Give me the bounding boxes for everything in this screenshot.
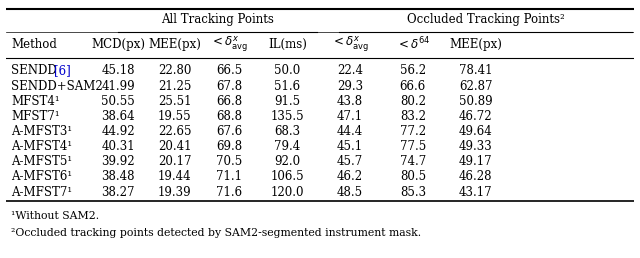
Text: MFST4¹: MFST4¹ bbox=[12, 95, 60, 108]
Text: 49.17: 49.17 bbox=[459, 155, 492, 168]
Text: 68.3: 68.3 bbox=[275, 125, 300, 138]
Text: 56.2: 56.2 bbox=[400, 64, 426, 77]
Text: All Tracking Points: All Tracking Points bbox=[161, 13, 274, 26]
Text: 45.18: 45.18 bbox=[101, 64, 135, 77]
Text: 20.17: 20.17 bbox=[157, 155, 191, 168]
Text: 22.4: 22.4 bbox=[337, 64, 363, 77]
Text: 45.7: 45.7 bbox=[337, 155, 364, 168]
Text: A-MFST4¹: A-MFST4¹ bbox=[12, 140, 72, 153]
Text: 20.41: 20.41 bbox=[157, 140, 191, 153]
Text: MCD(px): MCD(px) bbox=[91, 37, 145, 51]
Text: Method: Method bbox=[12, 37, 58, 51]
Text: 29.3: 29.3 bbox=[337, 80, 363, 93]
Text: A-MFST6¹: A-MFST6¹ bbox=[12, 170, 72, 183]
Text: 43.17: 43.17 bbox=[459, 186, 492, 198]
Text: 41.99: 41.99 bbox=[101, 80, 135, 93]
Text: 70.5: 70.5 bbox=[216, 155, 242, 168]
Text: 49.64: 49.64 bbox=[459, 125, 492, 138]
Text: 106.5: 106.5 bbox=[271, 170, 304, 183]
Text: 85.3: 85.3 bbox=[400, 186, 426, 198]
Text: 44.4: 44.4 bbox=[337, 125, 364, 138]
Text: 22.65: 22.65 bbox=[157, 125, 191, 138]
Text: 67.8: 67.8 bbox=[216, 80, 242, 93]
Text: IL(ms): IL(ms) bbox=[268, 37, 307, 51]
Text: 77.5: 77.5 bbox=[400, 140, 426, 153]
Text: A-MFST3¹: A-MFST3¹ bbox=[12, 125, 72, 138]
Text: SENDD+SAM2: SENDD+SAM2 bbox=[12, 80, 103, 93]
Text: 19.44: 19.44 bbox=[157, 170, 191, 183]
Text: 49.33: 49.33 bbox=[459, 140, 492, 153]
Text: A-MFST5¹: A-MFST5¹ bbox=[12, 155, 72, 168]
Text: MEE(px): MEE(px) bbox=[148, 37, 201, 51]
Text: 50.55: 50.55 bbox=[101, 95, 135, 108]
Text: 48.5: 48.5 bbox=[337, 186, 363, 198]
Text: 80.5: 80.5 bbox=[400, 170, 426, 183]
Text: 46.72: 46.72 bbox=[459, 110, 492, 123]
Text: 66.6: 66.6 bbox=[400, 80, 426, 93]
Text: MEE(px): MEE(px) bbox=[449, 37, 502, 51]
Text: 19.55: 19.55 bbox=[157, 110, 191, 123]
Text: 39.92: 39.92 bbox=[101, 155, 135, 168]
Text: 79.4: 79.4 bbox=[275, 140, 301, 153]
Text: ²Occluded tracking points detected by SAM2-segmented instrument mask.: ²Occluded tracking points detected by SA… bbox=[12, 228, 422, 238]
Text: 91.5: 91.5 bbox=[275, 95, 300, 108]
Text: 38.64: 38.64 bbox=[101, 110, 135, 123]
Text: 38.48: 38.48 bbox=[101, 170, 135, 183]
Text: $< \delta^{64}$: $< \delta^{64}$ bbox=[396, 36, 430, 52]
Text: 67.6: 67.6 bbox=[216, 125, 242, 138]
Text: 44.92: 44.92 bbox=[101, 125, 135, 138]
Text: 21.25: 21.25 bbox=[158, 80, 191, 93]
Text: 19.39: 19.39 bbox=[157, 186, 191, 198]
Text: 83.2: 83.2 bbox=[400, 110, 426, 123]
Text: 66.5: 66.5 bbox=[216, 64, 242, 77]
Text: 50.89: 50.89 bbox=[459, 95, 492, 108]
Text: MFST7¹: MFST7¹ bbox=[12, 110, 60, 123]
Text: $< \delta^x_{\mathrm{avg}}$: $< \delta^x_{\mathrm{avg}}$ bbox=[210, 34, 248, 54]
Text: 80.2: 80.2 bbox=[400, 95, 426, 108]
Text: 66.8: 66.8 bbox=[216, 95, 242, 108]
Text: 135.5: 135.5 bbox=[271, 110, 304, 123]
Text: 71.6: 71.6 bbox=[216, 186, 242, 198]
Text: 77.2: 77.2 bbox=[400, 125, 426, 138]
Text: 51.6: 51.6 bbox=[275, 80, 300, 93]
Text: 43.8: 43.8 bbox=[337, 95, 363, 108]
Text: 71.1: 71.1 bbox=[216, 170, 242, 183]
Text: 46.28: 46.28 bbox=[459, 170, 492, 183]
Text: 69.8: 69.8 bbox=[216, 140, 242, 153]
Text: 38.27: 38.27 bbox=[101, 186, 135, 198]
Text: 78.41: 78.41 bbox=[459, 64, 492, 77]
Text: 40.31: 40.31 bbox=[101, 140, 135, 153]
Text: 92.0: 92.0 bbox=[275, 155, 300, 168]
Text: 46.2: 46.2 bbox=[337, 170, 363, 183]
Text: 62.87: 62.87 bbox=[459, 80, 492, 93]
Text: 50.0: 50.0 bbox=[275, 64, 301, 77]
Text: 74.7: 74.7 bbox=[400, 155, 426, 168]
Text: 25.51: 25.51 bbox=[157, 95, 191, 108]
Text: A-MFST7¹: A-MFST7¹ bbox=[12, 186, 72, 198]
Text: 68.8: 68.8 bbox=[216, 110, 242, 123]
Text: 120.0: 120.0 bbox=[271, 186, 304, 198]
Text: 45.1: 45.1 bbox=[337, 140, 363, 153]
Text: 47.1: 47.1 bbox=[337, 110, 363, 123]
Text: [6]: [6] bbox=[54, 64, 71, 77]
Text: SENDD: SENDD bbox=[12, 64, 57, 77]
Text: 22.80: 22.80 bbox=[158, 64, 191, 77]
Text: ¹Without SAM2.: ¹Without SAM2. bbox=[12, 211, 100, 221]
Text: Occluded Tracking Points²: Occluded Tracking Points² bbox=[406, 13, 564, 26]
Text: $< \delta^x_{\mathrm{avg}}$: $< \delta^x_{\mathrm{avg}}$ bbox=[331, 34, 369, 54]
